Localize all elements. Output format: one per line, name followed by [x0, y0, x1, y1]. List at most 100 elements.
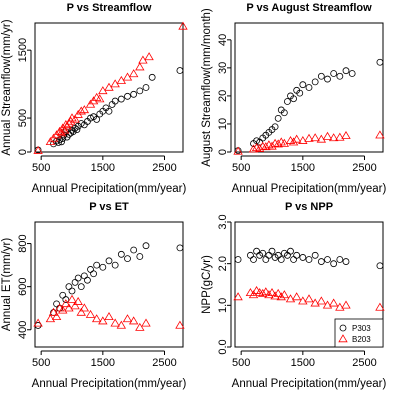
legend-label: P303 — [352, 324, 371, 333]
data-point — [248, 144, 259, 153]
data-point — [128, 316, 139, 325]
y-axis-label: Annual Streamflow(mm/yr) — [1, 19, 13, 155]
series-B203 — [33, 21, 188, 154]
x-tick-label: 1500 — [291, 357, 315, 369]
data-point — [264, 290, 274, 299]
data-point — [375, 130, 385, 139]
panel-4: P vs NPP 500 1500 2500 0.0 1.0 2.0 3.0 Annual Pr… — [201, 201, 387, 390]
series-P303 — [34, 67, 184, 154]
data-point — [267, 288, 277, 297]
y-tick-label: 10 — [217, 118, 229, 130]
data-point — [335, 302, 345, 311]
x-tick-label: 500 — [232, 162, 250, 174]
data-point — [270, 291, 280, 300]
data-point — [176, 244, 184, 252]
data-point — [98, 316, 108, 325]
data-point — [273, 288, 283, 297]
data-point — [64, 118, 74, 127]
plot-frame — [234, 22, 384, 153]
data-point — [285, 294, 296, 303]
data-point — [124, 92, 131, 100]
plot-frame — [234, 221, 384, 348]
data-point — [135, 322, 145, 331]
data-point — [273, 139, 283, 148]
data-point — [270, 138, 280, 147]
data-point — [336, 256, 344, 263]
data-point — [59, 125, 70, 134]
data-point — [328, 298, 339, 307]
data-point — [73, 296, 83, 305]
x-axis-label: Annual Precipitation(mm/year) — [32, 183, 187, 195]
data-point — [330, 70, 338, 77]
data-point — [277, 256, 285, 263]
data-point — [258, 288, 268, 297]
data-point — [105, 257, 113, 265]
x-tick-label: 1500 — [291, 162, 315, 174]
data-point — [304, 133, 314, 142]
x-axis-label: Annual Precipitation(mm/year) — [232, 378, 387, 390]
data-point — [287, 247, 294, 255]
data-point — [341, 300, 351, 309]
data-point — [76, 307, 86, 316]
legend-marker — [339, 324, 347, 332]
data-point — [322, 131, 333, 140]
data-point — [104, 312, 114, 321]
data-point — [69, 128, 77, 136]
data-point — [253, 247, 260, 255]
series-P303 — [234, 58, 384, 154]
x-tick-label: 2500 — [352, 162, 376, 174]
data-point — [79, 303, 90, 312]
series-P303 — [34, 242, 184, 329]
x-tick-label: 500 — [32, 357, 50, 369]
data-point — [248, 290, 259, 299]
data-point — [111, 261, 119, 269]
data-point — [71, 278, 79, 286]
data-point — [317, 72, 325, 80]
data-point — [316, 134, 327, 143]
y-tick-label: 0 — [217, 149, 229, 155]
data-point — [376, 262, 384, 270]
x-tick-label: 2500 — [152, 162, 176, 174]
y-tick-label: 1.0 — [217, 298, 229, 313]
data-point — [261, 287, 271, 296]
y-tick-label: 30 — [217, 62, 229, 74]
data-point — [84, 276, 91, 284]
data-point — [175, 320, 185, 329]
data-point — [176, 67, 184, 74]
data-point — [251, 285, 262, 294]
series-B203 — [33, 294, 185, 331]
data-point — [341, 130, 351, 139]
data-point — [311, 251, 319, 259]
y-tick-label: 800 — [17, 234, 29, 252]
data-point — [128, 69, 139, 78]
data-point — [148, 73, 156, 81]
data-point — [262, 256, 270, 263]
y-axis-label: NPP(gC/yr) — [201, 255, 213, 314]
data-point — [330, 260, 338, 268]
data-point — [310, 133, 320, 142]
data-point — [59, 291, 67, 299]
y-tick-label: 0.0 — [217, 339, 229, 354]
data-point — [105, 107, 113, 115]
data-point — [322, 300, 333, 309]
legend-box — [334, 318, 384, 348]
data-point — [136, 253, 144, 260]
data-point — [316, 296, 327, 305]
data-point — [64, 303, 74, 312]
data-point — [45, 314, 56, 323]
panel-title: P vs August Streamflow — [246, 2, 372, 14]
data-point — [348, 70, 356, 77]
data-point — [90, 270, 97, 278]
data-point — [62, 296, 70, 303]
data-point — [247, 251, 254, 259]
data-point — [258, 141, 268, 150]
data-point — [336, 72, 344, 80]
y-axis-label: August Streamflow(mm/month) — [201, 8, 213, 167]
panel-3: P vs ET 500 1500 2500 400 600 800 Annual Precip… — [1, 201, 187, 390]
panel-title: P vs NPP — [285, 201, 333, 213]
data-point — [116, 320, 127, 329]
data-point — [284, 98, 291, 105]
data-point — [135, 62, 145, 71]
data-point — [87, 114, 94, 122]
data-point — [111, 97, 119, 105]
